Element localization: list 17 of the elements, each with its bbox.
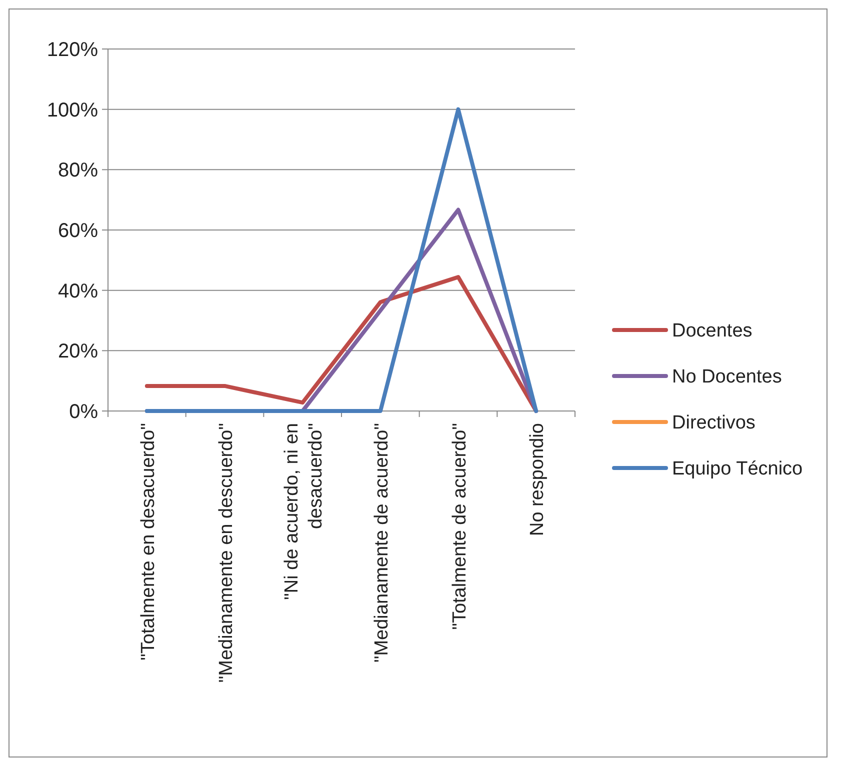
legend-label: Docentes <box>672 320 752 342</box>
legend-label: Equipo Técnico <box>672 458 803 480</box>
y-tick-label: 40% <box>58 280 98 302</box>
y-tick-label: 80% <box>58 160 98 182</box>
x-tick-label: "Totalmente de acuerdo" <box>449 423 470 630</box>
y-tick-label: 100% <box>46 99 98 122</box>
legend-label: No Docentes <box>672 366 782 388</box>
y-tick-label: 120% <box>46 39 98 61</box>
y-tick-label: 20% <box>58 340 98 363</box>
x-tick-label: "Ni de acuerdo, ni en desacuerdo" <box>282 423 327 600</box>
y-tick-label: 60% <box>58 220 98 242</box>
x-tick-label: "Totalmente en desacuerdo" <box>138 423 159 660</box>
x-tick-label: "Medianamente en descuerdo" <box>216 423 237 683</box>
x-tick-label: No respondio <box>527 423 548 536</box>
x-tick-label: "Medianamente de acuerdo" <box>371 423 392 663</box>
legend-label: Directivos <box>672 412 756 434</box>
y-tick-label: 0% <box>69 401 98 423</box>
